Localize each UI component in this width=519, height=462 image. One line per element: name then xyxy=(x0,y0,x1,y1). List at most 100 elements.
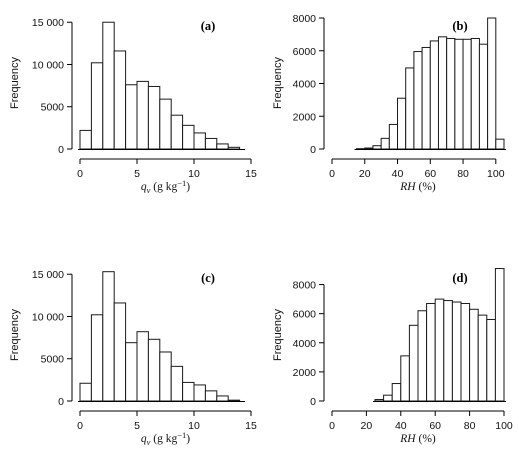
panel-label: (b) xyxy=(452,19,467,33)
histogram-bar xyxy=(364,147,374,150)
histogram-bar xyxy=(397,97,407,150)
histogram-bar xyxy=(478,43,489,150)
histogram-panel: 0 2000 4000 6000 8000 0 20 40 60 80 100 Frequency RH… xyxy=(272,13,506,193)
y-tick-label: 0 xyxy=(58,396,64,408)
x-axis-label: RH (%) xyxy=(399,433,436,445)
x-tick-label: 0 xyxy=(329,168,335,180)
histogram-bar xyxy=(429,40,439,150)
histogram-bar xyxy=(136,331,149,402)
y-tick-label: 8000 xyxy=(293,13,317,25)
histogram-bar xyxy=(193,384,206,402)
histogram-bar xyxy=(147,338,161,402)
histogram-bar xyxy=(462,38,472,150)
histogram-bar xyxy=(113,50,127,150)
y-tick-label: 10 000 xyxy=(32,311,64,323)
y-axis-label: Frequency xyxy=(9,309,21,361)
histogram-bar xyxy=(477,314,488,402)
histogram-bar xyxy=(426,302,436,402)
histogram-bar xyxy=(79,129,92,150)
y-tick-label: 10 000 xyxy=(32,59,64,71)
y-tick-label: 0 xyxy=(310,144,316,156)
histogram-bar xyxy=(90,314,104,402)
y-tick-label: 0 xyxy=(58,144,64,156)
x-tick-label: 5 xyxy=(134,420,140,432)
histogram-bar xyxy=(204,390,218,402)
y-tick-label: 5000 xyxy=(41,102,65,114)
x-tick-label: 80 xyxy=(464,420,476,432)
histogram-bar xyxy=(486,318,496,402)
panel-label: (c) xyxy=(201,271,215,285)
histogram-bar xyxy=(487,17,497,150)
histogram-bar xyxy=(451,301,462,402)
x-tick-label: 100 xyxy=(487,168,505,180)
histogram-bar xyxy=(170,365,184,402)
histogram-bar xyxy=(405,67,415,150)
y-tick-label: 2000 xyxy=(293,111,317,123)
y-tick-label: 15 000 xyxy=(32,17,64,29)
histogram-bar xyxy=(159,98,172,150)
x-tick-label: 80 xyxy=(457,168,469,180)
x-tick-label: 0 xyxy=(77,420,83,432)
histogram-bar xyxy=(460,302,471,402)
histogram-bar xyxy=(193,132,206,150)
x-tick-label: 20 xyxy=(359,168,371,180)
histogram-bar xyxy=(391,383,402,402)
histogram-bar xyxy=(125,342,138,402)
histogram-bar xyxy=(383,394,393,402)
histogram-bar xyxy=(469,308,479,402)
histogram-bar xyxy=(374,399,385,402)
histogram-bar xyxy=(182,124,195,150)
histogram-bar xyxy=(159,351,172,402)
x-tick-label: 40 xyxy=(395,420,407,432)
histogram-bar xyxy=(437,36,448,150)
histogram-bar xyxy=(494,268,505,402)
x-axis-label: qv (g kg−1) xyxy=(141,178,190,195)
histogram-bar xyxy=(413,51,423,150)
y-tick-label: 15 000 xyxy=(32,269,64,281)
x-tick-label: 40 xyxy=(392,168,404,180)
x-tick-label: 0 xyxy=(77,168,83,180)
x-tick-label: 20 xyxy=(361,420,373,432)
y-tick-label: 2000 xyxy=(293,367,317,379)
y-tick-label: 6000 xyxy=(293,46,317,58)
histogram-bar xyxy=(204,137,218,150)
x-tick-label: 5 xyxy=(134,168,140,180)
panel-label: (a) xyxy=(201,19,216,33)
histogram-bar xyxy=(125,84,138,150)
histogram-bar xyxy=(400,355,410,402)
histogram-bar xyxy=(216,143,229,150)
y-axis-label: Frequency xyxy=(9,57,21,109)
histogram-bar xyxy=(216,395,229,402)
histogram-bar xyxy=(102,271,115,402)
histogram-bar xyxy=(113,302,127,402)
y-tick-label: 6000 xyxy=(293,309,317,321)
histogram-panel: 0 5000 10 000 15 000 0 5 10 15 Frequency qv (g kg… xyxy=(9,17,257,195)
histogram-bar xyxy=(454,38,464,150)
histogram-bar xyxy=(495,138,505,150)
y-axis-label: Frequency xyxy=(272,309,284,361)
histogram-bar xyxy=(79,382,92,402)
histogram-bar xyxy=(417,310,428,402)
histogram-bar xyxy=(388,123,399,150)
x-tick-label: 100 xyxy=(495,420,513,432)
histogram-bar xyxy=(182,381,195,402)
y-tick-label: 5000 xyxy=(41,354,65,366)
histogram-bar xyxy=(227,399,241,402)
x-tick-label: 60 xyxy=(429,420,441,432)
y-tick-label: 4000 xyxy=(293,338,317,350)
histogram-bar xyxy=(102,21,115,150)
histogram-bar xyxy=(446,37,456,150)
histogram-bar xyxy=(136,80,149,150)
x-tick-label: 0 xyxy=(329,420,335,432)
histogram-bar xyxy=(227,146,241,150)
histogram-bar xyxy=(380,137,390,150)
y-tick-label: 8000 xyxy=(293,280,317,292)
histogram-bar xyxy=(90,62,104,150)
histogram-bar xyxy=(443,300,453,402)
histogram-bar xyxy=(408,324,419,402)
histogram-panel: 0 5000 10 000 15 000 0 5 10 15 Frequency qv (g kg… xyxy=(9,269,257,447)
histogram-bar xyxy=(470,37,480,150)
histogram-bar xyxy=(421,46,431,150)
histogram-bar xyxy=(372,145,382,150)
